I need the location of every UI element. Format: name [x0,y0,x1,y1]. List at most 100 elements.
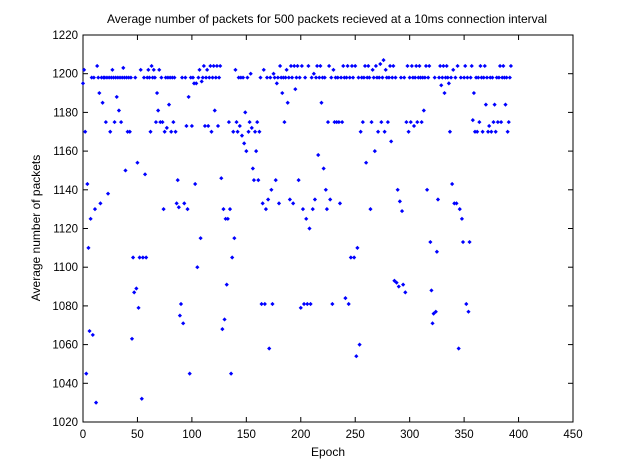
data-point [481,75,486,80]
data-point [207,75,212,80]
data-point [431,311,436,316]
data-point [256,178,261,183]
data-point [462,75,467,80]
data-point [187,371,192,376]
data-point [166,102,172,107]
data-point [210,75,215,80]
data-point [325,119,331,125]
data-point [188,75,193,80]
data-point [288,63,294,69]
data-point [275,75,281,80]
data-point [110,67,115,72]
data-point [215,123,221,129]
data-point [266,197,271,202]
data-point [453,75,458,80]
data-point [379,119,384,125]
data-point [352,255,357,260]
x-tick-label: 300 [400,429,419,441]
data-point [346,301,351,307]
data-point [487,123,492,129]
data-point [246,129,251,134]
data-point [100,100,105,105]
data-point [139,396,144,401]
data-point [306,63,311,69]
data-point [214,63,220,69]
data-point [163,75,168,80]
data-point [463,63,468,69]
data-point [504,75,509,80]
data-point [356,75,361,80]
data-point [422,75,428,80]
data-point [160,119,165,125]
data-point [150,75,155,80]
data-point [466,309,471,314]
x-tick-label: 250 [346,429,365,441]
data-point [245,75,250,80]
data-point [104,75,110,80]
data-point [317,75,322,80]
data-point [168,75,173,80]
data-point [444,63,449,69]
chart-title: Average number of packets for 500 packet… [107,12,547,26]
y-tick-label: 1040 [52,378,78,390]
data-point [116,108,122,113]
data-point [276,201,282,206]
data-point [465,75,470,80]
data-point [222,317,227,322]
data-point [494,75,499,80]
data-point [179,75,185,80]
data-point [197,67,202,72]
data-point [194,81,199,86]
data-point [434,249,439,254]
data-point [85,181,90,187]
data-point [129,336,135,341]
data-point [340,119,345,125]
data-point [285,100,290,105]
data-point [287,197,292,202]
x-tick-label: 50 [131,429,144,441]
data-point [436,75,442,80]
data-point [329,75,334,80]
y-axis: 1020 1040 1060 1080 1100 1120 1140 1160 1180 1200… [52,30,573,429]
data-point [349,63,355,69]
data-point [195,265,200,270]
data-point [130,255,136,260]
data-point [140,255,145,260]
data-point [354,354,359,359]
data-point [162,129,167,134]
data-point [134,286,139,291]
data-point [284,67,289,72]
data-point [126,75,131,80]
data-point [470,118,475,123]
data-point [158,119,163,125]
data-point [226,119,232,125]
data-point [254,149,259,154]
data-point [161,207,166,212]
data-point [224,282,229,287]
data-point [151,67,156,72]
data-point [125,129,130,134]
data-point [305,301,310,307]
data-point [219,176,224,181]
data-point [159,75,164,80]
data-point [324,207,330,212]
data-point [255,119,260,125]
data-point [208,63,213,69]
data-point [220,327,225,332]
data-point [441,63,446,69]
data-point [223,216,228,221]
data-point [315,63,320,69]
data-point [500,75,505,80]
data-point [485,129,491,134]
data-point [416,75,421,80]
data-point [393,75,398,80]
data-point [350,75,356,80]
data-point [457,207,462,212]
data-point [279,75,284,80]
data-point [447,129,453,134]
data-point [108,129,113,134]
data-point [353,63,358,69]
data-point [114,94,119,100]
data-point [257,129,262,134]
data-point [355,245,360,250]
